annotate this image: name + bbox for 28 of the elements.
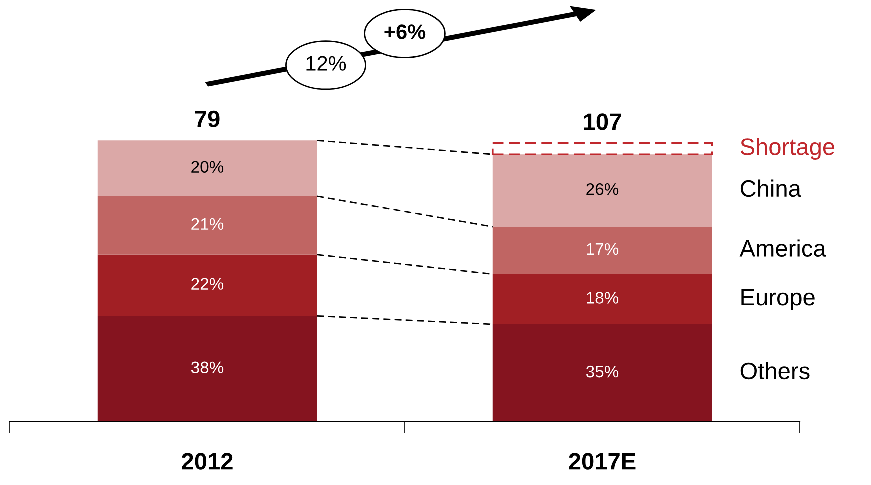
- text: 12%: [306, 56, 346, 71]
- data-label: 18%: [587, 292, 619, 304]
- bar: [492, 324, 712, 422]
- text: +6%: [384, 24, 426, 40]
- bar: [98, 316, 318, 422]
- annotation: 79: [195, 110, 220, 128]
- series-label: America: [740, 240, 826, 258]
- data-label: 17%: [587, 243, 619, 256]
- series-label: Others: [740, 362, 810, 380]
- bar: [492, 227, 712, 274]
- bar: [98, 140, 318, 196]
- data-label: 21%: [192, 218, 224, 230]
- series-label: China: [740, 180, 802, 198]
- x-tick-label: 2012: [182, 453, 233, 470]
- data-label: 38%: [191, 362, 224, 374]
- data-label: 35%: [586, 366, 619, 378]
- data-label: 20%: [192, 161, 224, 173]
- bar: [98, 254, 318, 316]
- bar: [98, 196, 318, 255]
- bar: [492, 274, 712, 325]
- annotation: 107: [584, 114, 622, 130]
- bar: [492, 154, 712, 228]
- bar: [492, 142, 714, 156]
- data-label: 22%: [192, 278, 224, 290]
- series-label: Europe: [742, 289, 815, 310]
- data-label: 26%: [586, 183, 619, 196]
- series-label: Shortage: [740, 138, 835, 160]
- x-tick-label: 2017E: [569, 453, 636, 470]
